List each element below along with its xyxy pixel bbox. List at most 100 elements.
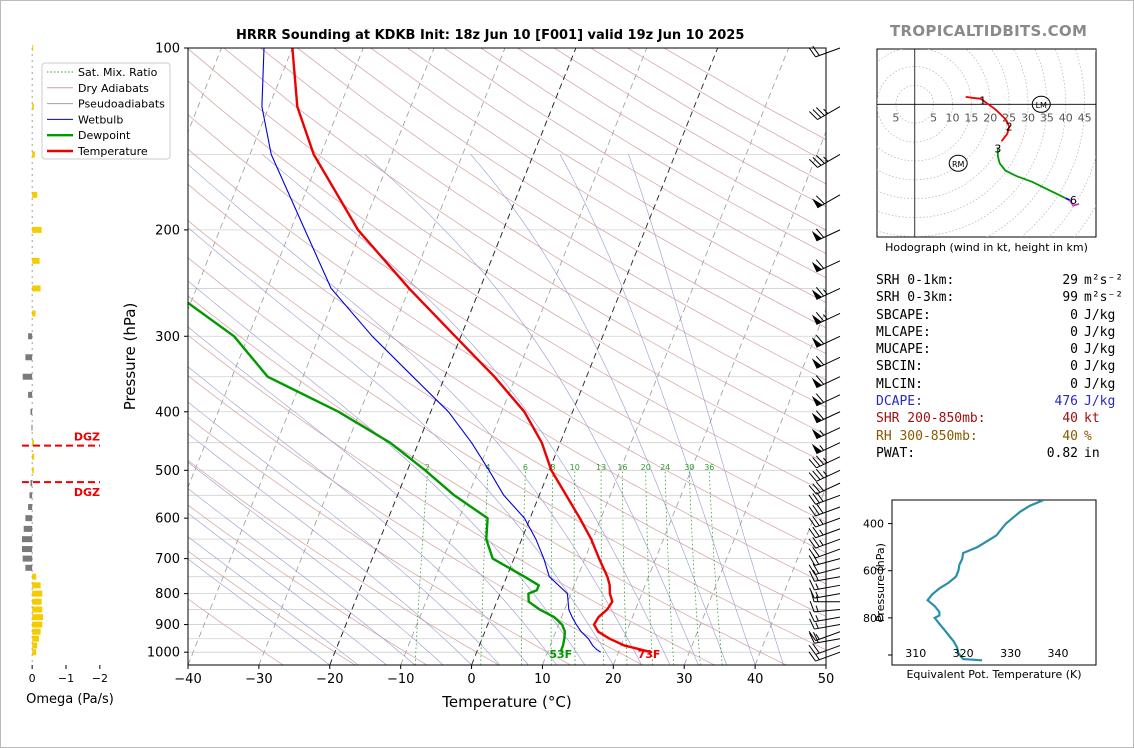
barb-staff: [816, 312, 841, 325]
omega-bar: [32, 439, 34, 446]
omega-x-tick-label: −1: [58, 672, 74, 685]
mixing-ratio-label: 16: [617, 463, 627, 472]
barb-full: [808, 651, 816, 662]
stats-unit: m²s⁻²: [1084, 290, 1124, 306]
mixing-ratio-line: [664, 470, 675, 665]
barb-half: [823, 289, 828, 295]
legend-entry: Temperature: [77, 145, 148, 158]
y-axis-label: Pressure (hPa): [121, 303, 139, 411]
stats-label: SHR 200-850mb:: [876, 411, 986, 427]
barb-full: [808, 458, 817, 469]
wind-barb: [808, 546, 841, 559]
stats-unit: %: [1084, 428, 1092, 444]
omega-bar: [32, 628, 41, 635]
barb-half: [819, 539, 824, 546]
isotherm: [0, 48, 9, 665]
wind-barb: [808, 481, 841, 495]
mixing-ratio-line: [645, 470, 653, 665]
barb-flag: [811, 198, 823, 208]
wind-barb: [808, 526, 841, 539]
hodograph-trace: [965, 96, 1011, 142]
dry-adiabat: [188, 598, 284, 665]
theta-x-tick-label: 310: [905, 647, 926, 660]
wind-barb: [809, 579, 841, 591]
stats-unit: kt: [1084, 411, 1100, 427]
brand-watermark: TROPICALTIDBITS.COM: [890, 22, 1088, 40]
y-tick-label: 400: [155, 405, 180, 420]
omega-bar: [23, 525, 33, 532]
wind-barb: [811, 287, 841, 300]
barb-full: [815, 228, 825, 238]
omega-bar: [32, 621, 43, 628]
barb-staff: [816, 335, 841, 348]
mixing-ratio-line: [414, 470, 429, 665]
stats-value: 40: [1062, 428, 1078, 444]
omega-bar: [31, 424, 33, 431]
wind-barb: [809, 611, 841, 623]
skewt-background: [188, 48, 826, 665]
barb-full: [815, 107, 825, 116]
skewt-background-lines: 2 4 6 8 10 13 16 20 24 30 36: [0, 48, 826, 665]
stats-row: SBCIN: 0 J/kg: [876, 358, 1123, 375]
stats-row: SBCAPE: 0 J/kg: [876, 307, 1123, 324]
hodograph-height-label: 2: [1006, 120, 1013, 133]
wind-barb: [811, 228, 841, 242]
theta-frame: [891, 499, 1097, 666]
wind-barb: [808, 455, 841, 469]
barb-flag: [811, 314, 822, 325]
barb-flag: [811, 261, 822, 272]
barb-staff: [815, 528, 841, 539]
moist-adiabat: [188, 164, 642, 665]
moist-adiabat: [188, 280, 586, 665]
barb-full: [808, 528, 816, 539]
omega-bar: [22, 555, 33, 562]
mixing-ratio-line: [622, 470, 628, 665]
skewt-plot: 2 4 6 8 10 13 16 20 24 30 3673F53F1002003004005006…: [0, 42, 834, 711]
theta-e-panel: 310 320 330 340 400 600 800 Equivalent Pot. Tem…: [863, 499, 1097, 681]
wind-barb: [808, 643, 841, 655]
wetbulb-line: [261, 48, 602, 653]
stats-label: MLCIN:: [876, 376, 923, 392]
temperature-line: [291, 48, 652, 654]
hodograph-ring-label: 30: [1021, 111, 1035, 124]
omega-x-tick-label: −2: [92, 672, 108, 685]
y-tick-label: 700: [155, 552, 180, 567]
barb-full: [808, 564, 816, 575]
barb-flag: [811, 412, 822, 423]
hodograph-ring-label: 5: [892, 111, 899, 124]
barb-full: [808, 538, 816, 549]
wind-barb: [808, 651, 841, 662]
dry-adiabat: [188, 114, 826, 523]
isotherm: [188, 48, 364, 489]
omega-bar: [22, 373, 33, 380]
barb-full: [809, 618, 815, 630]
mixing-ratio-label: 30: [684, 463, 694, 472]
stats-value: 0.82: [1046, 445, 1078, 461]
isotherm: [754, 486, 826, 665]
x-tick-label: 10: [534, 672, 551, 687]
hodograph-trace: [1068, 199, 1080, 207]
omega-bar: [30, 480, 33, 487]
omega-bar: [25, 564, 33, 571]
wind-barb: [809, 587, 841, 599]
dewpoint-line: [188, 301, 567, 653]
stats-unit: J/kg: [1084, 394, 1116, 410]
stats-row: SHR 200-850mb: 40 kt: [876, 410, 1123, 427]
barb-full: [812, 526, 820, 537]
barb-full: [815, 481, 825, 492]
dry-adiabat: [297, 48, 826, 381]
wind-barb: [809, 632, 841, 644]
dry-adiabat: [370, 48, 826, 329]
barb-full: [815, 468, 825, 479]
barb-full: [812, 516, 820, 526]
x-tick-label: −30: [245, 672, 272, 687]
moist-adiabat: [628, 154, 784, 665]
barb-flag: [811, 428, 822, 439]
omega-bar: [32, 582, 41, 589]
barb-staff: [814, 609, 841, 613]
theta-y-tick-label: 400: [863, 518, 884, 531]
barb-staff: [816, 482, 841, 495]
omega-bar: [32, 310, 36, 317]
mixing-ratio-label: 20: [641, 463, 651, 472]
